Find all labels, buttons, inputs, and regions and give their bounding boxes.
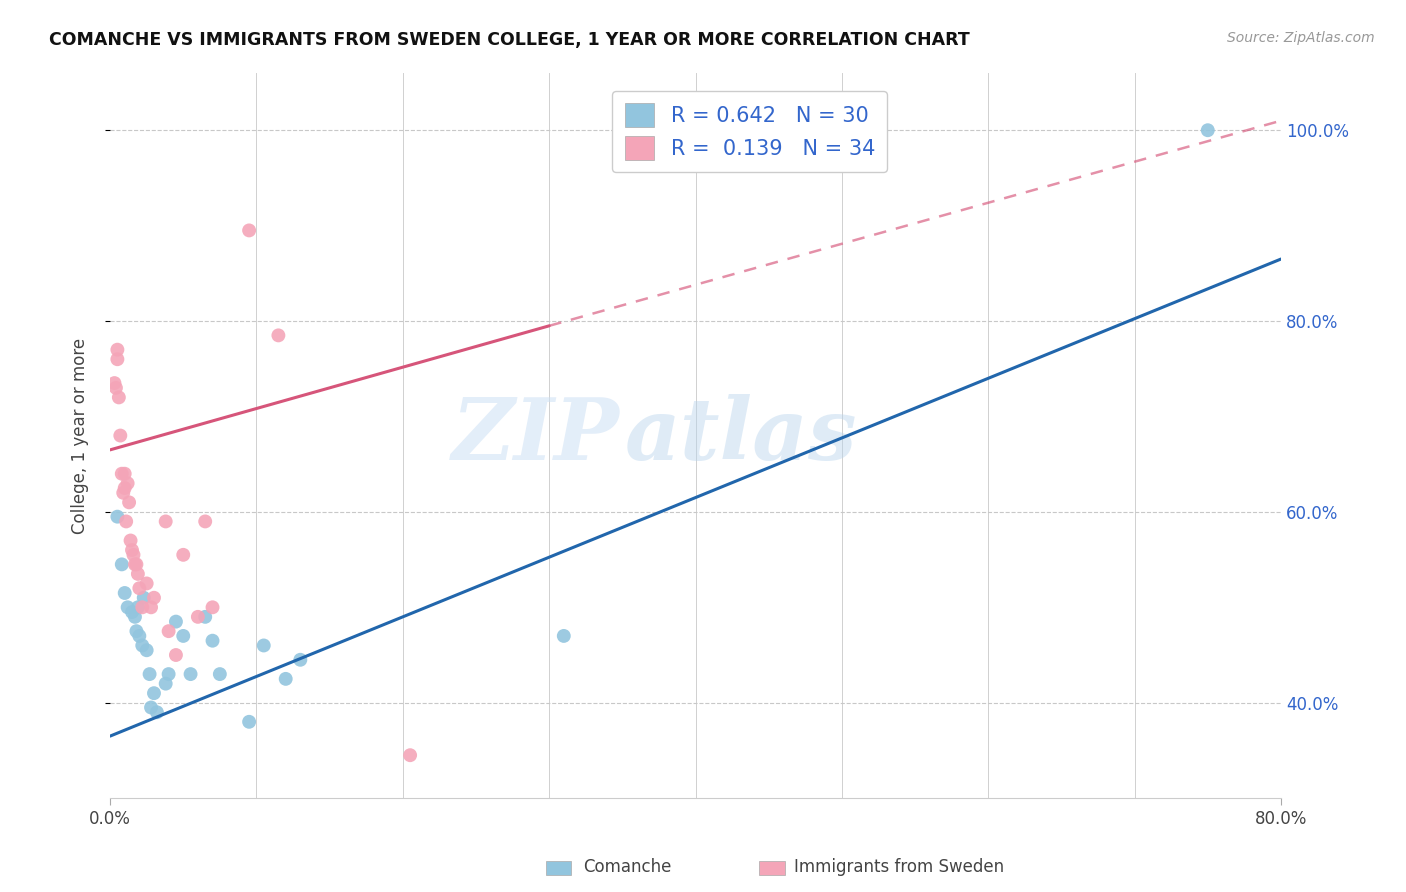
Point [157,624,180,639]
Point [165,648,187,662]
Point [128,629,150,643]
Point [121,605,143,619]
Point [201,633,224,648]
Point [143,686,166,700]
Point [120,533,142,548]
Point [139,600,162,615]
Point [114,467,136,481]
Text: atlas: atlas [626,393,858,477]
Point [131,600,153,615]
Point [105,343,128,357]
Point [127,566,149,581]
Point [122,548,145,562]
Point [208,667,231,681]
Point [172,548,194,562]
Point [111,467,134,481]
Point [105,509,128,524]
Point [267,328,290,343]
Point [399,748,422,763]
Point [146,705,169,719]
Point [135,643,157,657]
Point [135,576,157,591]
Point [132,591,155,605]
Point [238,223,260,237]
Point [117,600,139,615]
Point [253,639,276,653]
Point [112,485,135,500]
Point [108,391,131,405]
Point [110,428,132,442]
Point [155,515,177,529]
Point [124,558,146,572]
Text: Source: ZipAtlas.com: Source: ZipAtlas.com [1227,31,1375,45]
Point [194,610,217,624]
Text: Immigrants from Sweden: Immigrants from Sweden [794,858,1004,876]
Point [103,376,125,390]
Point [201,600,224,615]
Point [117,476,139,491]
Point [143,591,166,605]
Point [290,653,312,667]
Point [114,586,136,600]
Point [111,558,134,572]
Point [118,495,141,509]
Legend: R = 0.642   N = 30, R =  0.139   N = 34: R = 0.642 N = 30, R = 0.139 N = 34 [612,91,887,172]
Point [553,629,575,643]
Point [124,610,146,624]
Point [172,629,194,643]
Point [180,667,202,681]
Point [104,381,127,395]
Text: COMANCHE VS IMMIGRANTS FROM SWEDEN COLLEGE, 1 YEAR OR MORE CORRELATION CHART: COMANCHE VS IMMIGRANTS FROM SWEDEN COLLE… [49,31,970,49]
Point [114,481,136,495]
Y-axis label: College, 1 year or more: College, 1 year or more [72,337,89,533]
Point [155,676,177,690]
Text: Comanche: Comanche [583,858,672,876]
Point [121,543,143,558]
Point [157,667,180,681]
Point [238,714,260,729]
Point [131,639,153,653]
Point [194,515,217,529]
Point [1197,123,1219,137]
Point [138,667,160,681]
Point [128,581,150,595]
Point [165,615,187,629]
Point [125,624,148,639]
Point [127,600,149,615]
Point [105,352,128,367]
Point [139,700,162,714]
Text: ZIP: ZIP [451,393,620,477]
Point [274,672,297,686]
Point [125,558,148,572]
Point [187,610,209,624]
Point [115,515,138,529]
